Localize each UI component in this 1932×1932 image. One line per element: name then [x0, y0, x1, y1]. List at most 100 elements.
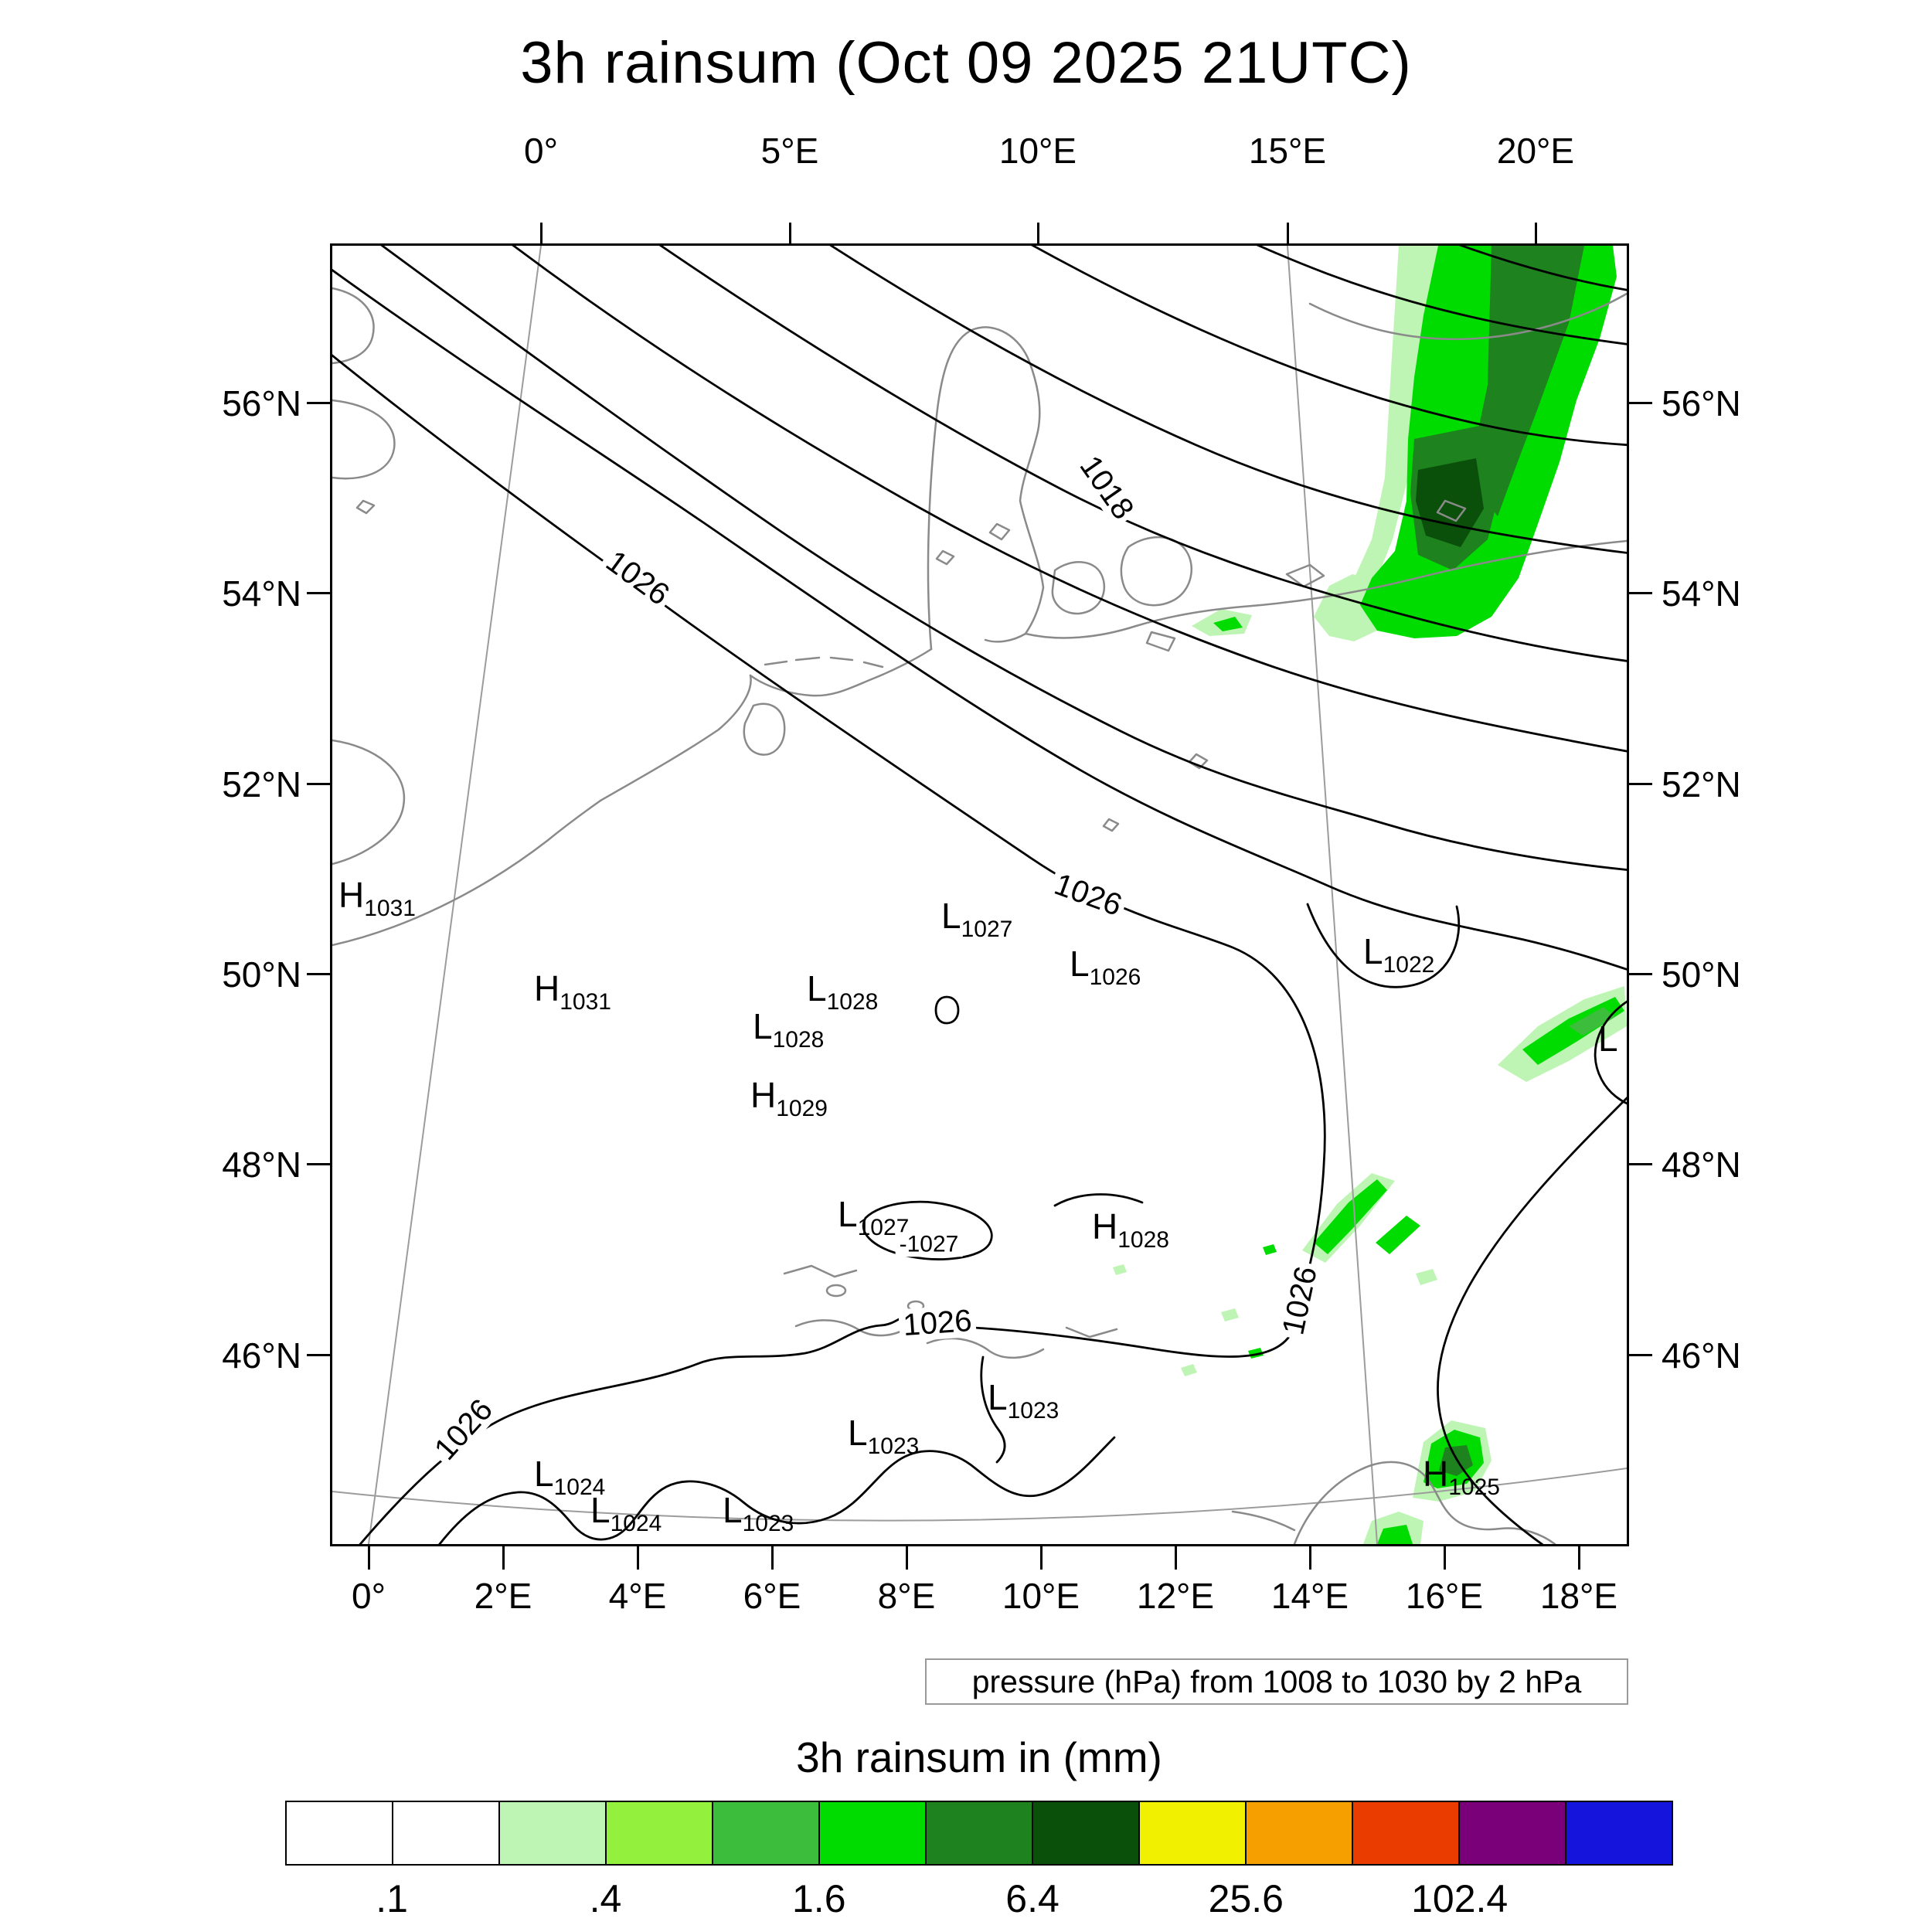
pressure-marker-value: 1031: [364, 896, 416, 921]
axis-tick-top: [788, 223, 791, 246]
pressure-marker-value: 1028: [1117, 1227, 1169, 1253]
axis-tick-right: [1629, 591, 1652, 594]
axis-label-top: 20°E: [1496, 131, 1575, 171]
rain-patch: [1569, 1007, 1615, 1036]
coastline-path: [935, 549, 955, 566]
coastline-path: [355, 499, 376, 515]
colorbar-cell: [925, 1801, 1033, 1866]
map-plot-area: H1031 H1031 L1027 L1026 L1028 L1028 H1029 L1022…: [330, 243, 1629, 1546]
colorbar-tick-label: 6.4: [1005, 1877, 1060, 1920]
colorbar-tick-label: .4: [589, 1877, 622, 1920]
contour-label: 1018: [1071, 447, 1142, 529]
axis-tick-bottom: [1443, 1546, 1446, 1570]
pressure-marker-letter: L: [941, 896, 961, 936]
pressure-marker: L1026: [1070, 946, 1141, 989]
rain-patch: [1376, 1216, 1420, 1254]
isobars: [332, 246, 1627, 1544]
coastline-path: [1231, 1510, 1296, 1532]
axis-label-bottom: 0°: [352, 1576, 386, 1616]
axis-tick-right: [1629, 972, 1652, 975]
colorbar-tick-label: 25.6: [1208, 1877, 1284, 1920]
contour-label: 1026: [898, 1304, 977, 1342]
colorbar-cell: [1245, 1801, 1353, 1866]
isobar-1012: [1256, 246, 1627, 345]
pressure-caption-text: pressure (hPa) from 1008 to 1030 by 2 hP…: [971, 1663, 1582, 1699]
pressure-marker-letter: H: [1092, 1206, 1118, 1247]
pressure-marker: H1029: [750, 1075, 828, 1121]
colorbar-cell: [712, 1801, 820, 1866]
pressure-marker-value: 1028: [772, 1027, 825, 1053]
axis-tick-bottom: [367, 1546, 370, 1570]
meridian-15E: [1287, 246, 1378, 1544]
pressure-marker: H1031: [534, 968, 611, 1014]
isobar-1018: [658, 246, 1627, 662]
coastline-path: [988, 522, 1011, 541]
pressure-marker: L1028: [807, 968, 878, 1014]
isobar-east-branch: [1437, 1097, 1627, 1544]
pressure-marker-letter: H: [750, 1075, 777, 1115]
pressure-marker-letter: L: [1598, 1019, 1618, 1059]
axis-label-bottom: 8°E: [877, 1576, 936, 1616]
axis-label-right: 54°N: [1662, 573, 1741, 614]
isobar-1022: [380, 246, 1627, 871]
isobar-1022-low: [1306, 903, 1461, 988]
colorbar: [285, 1801, 1673, 1866]
axis-tick-bottom: [770, 1546, 774, 1570]
pressure-marker-letter: L: [848, 1413, 868, 1453]
pressure-marker: L1027: [941, 896, 1012, 941]
axis-tick-right: [1629, 1353, 1652, 1356]
rain-patch: [1213, 617, 1243, 631]
pressure-marker-letter: L: [807, 968, 827, 1009]
coastline-path: [1293, 1461, 1556, 1544]
pressure-marker: H1025: [1423, 1456, 1500, 1499]
map-graphic: [332, 246, 1627, 1544]
axis-tick-bottom: [636, 1546, 639, 1570]
colorbar-title: 3h rainsum in (mm): [796, 1733, 1162, 1781]
pressure-marker-letter: L: [753, 1006, 773, 1046]
pressure-marker-letter: H: [534, 968, 560, 1009]
axis-label-bottom: 10°E: [1002, 1576, 1080, 1616]
axis-label-right: 50°N: [1662, 954, 1741, 995]
axis-label-top: 15°E: [1248, 131, 1327, 171]
contour-label: 1026: [1276, 1260, 1324, 1342]
isobar-1014: [1031, 246, 1627, 447]
colorbar-tick-labels: .1 .4 1.6 6.4 25.6 102.4: [0, 1876, 1932, 1923]
pressure-marker: L1022: [1363, 934, 1434, 977]
pressure-marker: H1028: [1092, 1206, 1169, 1252]
rain-patches: [1113, 246, 1627, 1544]
axis-label-bottom: 16°E: [1405, 1576, 1484, 1616]
pressure-marker-letter: L: [534, 1454, 554, 1494]
coastline-path: [783, 1264, 858, 1278]
axis-tick-bottom: [1039, 1546, 1043, 1570]
contour-label: 1026: [597, 542, 679, 614]
pressure-marker-value: 1026: [1089, 964, 1141, 990]
colorbar-tick-label: .1: [376, 1877, 408, 1920]
axis-tick-left: [307, 972, 330, 975]
colorbar-cell: [1138, 1801, 1247, 1866]
axis-tick-top: [539, 223, 543, 246]
page-title: 3h rainsum (Oct 09 2025 21UTC): [520, 30, 1412, 96]
rain-patch: [1263, 1244, 1277, 1255]
axis-tick-bottom: [502, 1546, 505, 1570]
pressure-marker: H1031: [338, 877, 416, 920]
colorbar-cell: [1565, 1801, 1673, 1866]
isobar-bottom-wiggle: [438, 1436, 1116, 1544]
coastline-path: [794, 1319, 910, 1337]
pressure-marker: L1027: [838, 1194, 909, 1240]
pressure-marker-value: 1023: [742, 1511, 794, 1536]
axis-label-bottom: 2°E: [474, 1576, 532, 1616]
axis-tick-left: [307, 1353, 330, 1356]
pressure-marker-letter: L: [723, 1490, 743, 1530]
graticule-lines: [332, 246, 1627, 1544]
rain-patch: [1439, 1445, 1473, 1476]
coastline-path: [1436, 499, 1467, 522]
contour-label: -1027: [895, 1232, 963, 1257]
isobar-right-edge-arc: [1594, 1000, 1627, 1105]
coastline-path: [1145, 631, 1176, 652]
colorbar-cell: [1458, 1801, 1566, 1866]
pressure-marker-value: 1027: [961, 917, 1013, 942]
pressure-marker-letter: L: [838, 1194, 858, 1234]
axis-tick-top: [1286, 223, 1289, 246]
pressure-marker: L1028: [753, 1006, 824, 1052]
